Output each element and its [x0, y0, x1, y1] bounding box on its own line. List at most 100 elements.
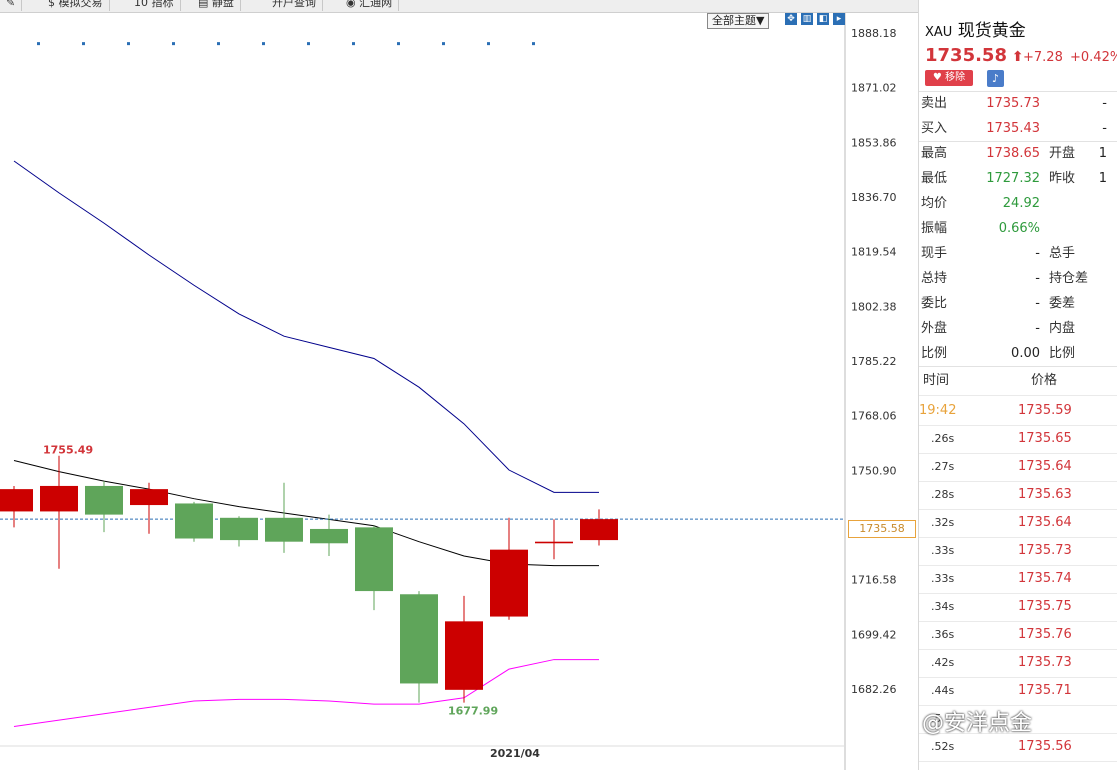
current-price-tag: 1735.58 — [848, 520, 916, 538]
marker-dot — [487, 42, 490, 46]
theme-dropdown[interactable]: 全部主题▼ — [707, 13, 770, 29]
tick-price: 1735.63 — [1018, 487, 1072, 502]
quote-label: 现手 — [921, 246, 948, 261]
candle-body — [310, 528, 348, 544]
candle-body — [400, 594, 438, 684]
quote-row: 振幅 0.66% — [919, 216, 1117, 241]
candle-body — [130, 489, 168, 506]
chart-canvas[interactable]: 1888.18 1871.02 1853.86 1836.70 1819.54 1802.… — [0, 13, 918, 770]
y-tick-label: 1888.18 — [851, 27, 897, 40]
quote-value: - — [1035, 246, 1040, 261]
tick-price-header: 价格 — [1031, 373, 1058, 388]
y-tick-label: 1785.22 — [851, 355, 897, 368]
tick-price: 1735.73 — [1018, 655, 1072, 670]
tick-row: .5 — [919, 705, 1117, 734]
tick-time: .5 — [931, 712, 942, 725]
marker-dot — [352, 42, 355, 46]
remove-watch-button[interactable]: ♥ 移除 — [925, 70, 973, 86]
candle-body — [175, 503, 213, 539]
separator — [919, 91, 1117, 92]
candle-body — [445, 621, 483, 690]
x-tick-label: 2021/04 — [490, 747, 540, 760]
quote-label: 均价 — [921, 196, 948, 211]
bell-icon[interactable]: ♪ — [987, 70, 1004, 87]
upper-band-line — [13, 160, 599, 493]
tick-row: .36s 1735.76 — [919, 621, 1117, 650]
lower-band-line — [13, 659, 599, 727]
candle-body — [85, 485, 123, 515]
tick-time: .28s — [931, 488, 955, 501]
layout-icon[interactable]: ▥ — [801, 13, 813, 25]
tick-price: 1735.64 — [1018, 515, 1072, 530]
marker-dot — [307, 42, 310, 46]
candle-body — [535, 541, 573, 544]
tick-row: .27s 1735.64 — [919, 453, 1117, 482]
marker-dot — [442, 42, 445, 46]
tick-row: .28s 1735.63 — [919, 481, 1117, 510]
tick-time: .33s — [931, 544, 955, 557]
watermark: @安洋点金 — [922, 711, 1033, 736]
y-tick-label: 1750.90 — [851, 464, 897, 477]
quote-value: 1738.65 — [986, 146, 1040, 161]
quote-label-2: 昨收 — [1049, 171, 1076, 186]
tick-time: .33s — [931, 572, 955, 585]
quote-label: 总持 — [921, 271, 948, 286]
quote-value: - — [1035, 271, 1040, 286]
tick-row: 19:42 1735.59 — [919, 397, 1117, 426]
quote-value-2: 1 — [1098, 171, 1107, 186]
tick-price: 1735.71 — [1018, 683, 1072, 698]
y-tick-label: 1682.26 — [851, 683, 897, 696]
quote-row: 卖出 1735.73 - — [919, 91, 1117, 116]
toolbar-globe-button[interactable]: ◉ 汇通网 — [340, 0, 400, 11]
quote-value-2: 1 — [1098, 146, 1107, 161]
tick-row: .33s 1735.73 — [919, 537, 1117, 566]
high-annotation: 1755.49 — [43, 444, 93, 457]
zoom-in-icon[interactable]: ◧ — [817, 13, 829, 25]
tick-row: .26s 1735.65 — [919, 425, 1117, 454]
tick-time: .34s — [931, 600, 955, 613]
toolbar-indicator-button[interactable]: 10 指标 — [128, 0, 181, 11]
candle-body — [220, 517, 258, 541]
quote-value: - — [1035, 321, 1040, 336]
toolbar-pen-button[interactable]: ✎ — [0, 0, 23, 11]
quote-value: - — [1035, 296, 1040, 311]
y-tick-label: 1699.42 — [851, 628, 897, 641]
y-tick-label: 1768.06 — [851, 410, 897, 423]
candle-body — [40, 485, 78, 512]
instrument-title: XAU 现货黄金 — [925, 21, 1026, 41]
zoom-out-icon[interactable]: ▸ — [833, 13, 845, 25]
low-annotation: 1677.99 — [448, 705, 498, 718]
quote-value: 0.00 — [1011, 346, 1040, 361]
tick-time: .26s — [931, 432, 955, 445]
candle-body — [490, 549, 528, 617]
marker-dot — [127, 42, 130, 46]
tick-row: .52s 1735.56 — [919, 733, 1117, 762]
y-tick-label: 1853.86 — [851, 136, 897, 149]
tick-price: 1735.65 — [1018, 431, 1072, 446]
tick-time-header: 时间 — [923, 373, 950, 388]
quote-label: 最低 — [921, 171, 948, 186]
candle-body — [355, 527, 393, 592]
quote-value-2: - — [1102, 121, 1107, 136]
toolbar-dollar-button[interactable]: $ 模拟交易 — [42, 0, 110, 11]
quote-label: 委比 — [921, 296, 948, 311]
quote-label-2: 总手 — [1049, 246, 1076, 261]
quote-row: 现手 - 总手 — [919, 241, 1117, 266]
quote-label-2: 委差 — [1049, 296, 1076, 311]
toolbar-board-button[interactable]: ▤ 静盘 — [192, 0, 241, 11]
toolbar-query-button[interactable]: 开户查询 — [266, 0, 323, 11]
move-icon[interactable]: ✥ — [785, 13, 797, 25]
price-change-pct: +0.42% — [1070, 50, 1117, 65]
tick-row: .44s 1735.71 — [919, 677, 1117, 706]
quote-value: 0.66% — [998, 221, 1040, 236]
tick-row: .32s 1735.64 — [919, 509, 1117, 538]
quote-label: 比例 — [921, 346, 948, 361]
marker-dot — [397, 42, 400, 46]
tick-price: 1735.74 — [1018, 571, 1072, 586]
candlestick-chart[interactable]: 1888.18 1871.02 1853.86 1836.70 1819.54 1802.… — [0, 13, 918, 770]
quote-label: 卖出 — [921, 96, 948, 111]
quote-label-2: 比例 — [1049, 346, 1076, 361]
quote-row: 最高 1738.65 开盘 1 — [919, 141, 1117, 166]
tick-time: .36s — [931, 628, 955, 641]
quote-label: 外盘 — [921, 321, 948, 336]
